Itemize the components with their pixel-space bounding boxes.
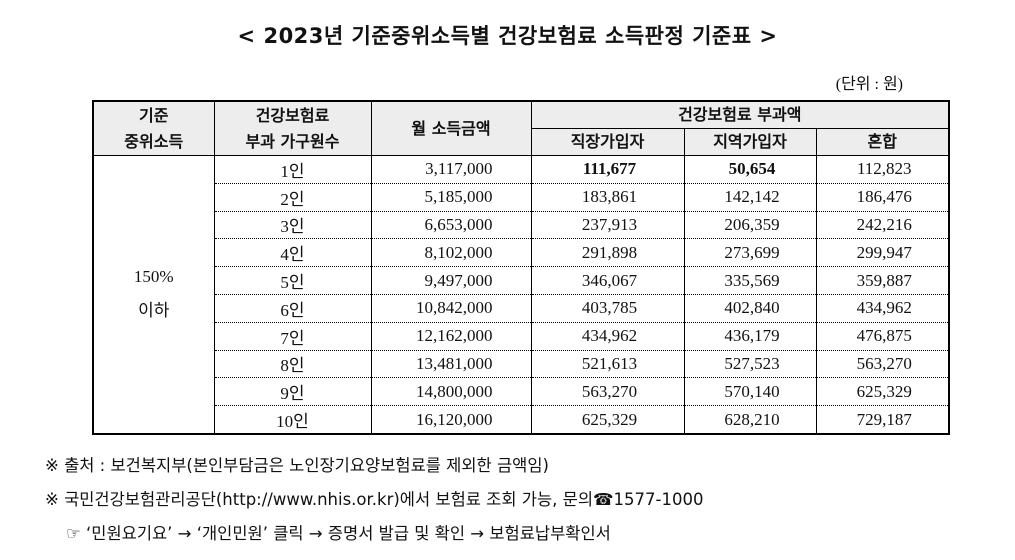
table-head: 기준 중위소득 건강보험료 부과 가구원수 월 소득금액 건강보험료 부과액 직… <box>92 100 950 156</box>
amount-cell: 625,329 <box>815 377 950 407</box>
table-row: 9인 14,800,000 563,270 570,140 625,329 <box>93 377 950 407</box>
header-row: 직장가입자 지역가입자 혼합 <box>93 128 950 156</box>
note: ※ 출처 : 보건복지부(본인부담금은 노인장기요양보험료를 제외한 금액임) <box>45 456 549 475</box>
header-cell: 건강보험료 부과 가구원수 <box>213 100 372 156</box>
amount-cell: 6,653,000 <box>370 211 532 240</box>
amount-cell: 359,887 <box>815 266 950 295</box>
amount-cell: 8,102,000 <box>370 238 532 268</box>
header-cell: 월 소득금액 <box>370 100 532 156</box>
amount-cell: 242,216 <box>815 211 950 240</box>
amount-cell: 434,962 <box>815 294 950 323</box>
amount-cell: 112,823 <box>815 155 950 184</box>
header-cell: 직장가입자 <box>530 128 685 156</box>
header-row: 기준 중위소득 건강보험료 부과 가구원수 월 소득금액 건강보험료 부과액 <box>92 100 950 156</box>
table-row: 3인 6,653,000 237,913 206,359 242,216 <box>93 211 950 240</box>
household-cell: 1인 <box>213 155 372 184</box>
amount-cell: 403,785 <box>530 294 685 323</box>
table-row: 5인 9,497,000 346,067 335,569 359,887 <box>93 266 950 295</box>
amount-cell: 521,613 <box>530 350 685 379</box>
amount-cell: 111,677 <box>530 155 685 184</box>
amount-cell: 206,359 <box>683 211 817 240</box>
amount-cell: 273,699 <box>683 238 817 268</box>
amount-cell: 563,270 <box>530 377 685 407</box>
title: < 2023년 기준중위소득별 건강보험료 소득판정 기준표 > <box>237 24 778 48</box>
household-cell: 9인 <box>213 377 372 407</box>
amount-cell: 346,067 <box>530 266 685 295</box>
amount-cell: 9,497,000 <box>370 266 532 295</box>
amount-cell: 335,569 <box>683 266 817 295</box>
household-cell: 7인 <box>213 322 372 351</box>
household-cell: 5인 <box>213 266 372 295</box>
table-row: 150% 이하 1인 3,117,000 111,677 50,654 112,823 <box>92 155 950 435</box>
amount-cell: 729,187 <box>815 405 950 435</box>
amount-cell: 183,861 <box>530 183 685 212</box>
header-cell: 기준 중위소득 <box>92 100 215 156</box>
amount-cell: 434,962 <box>530 322 685 351</box>
amount-cell: 563,270 <box>815 350 950 379</box>
household-cell: 3인 <box>213 211 372 240</box>
household-cell: 6인 <box>213 294 372 323</box>
amount-cell: 299,947 <box>815 238 950 268</box>
amount-cell: 186,476 <box>815 183 950 212</box>
header-text: 부과 가구원수 <box>245 131 340 151</box>
header-text: 건강보험료 <box>255 105 330 125</box>
header-text: 기준 <box>139 105 169 125</box>
table-row: 4인 8,102,000 291,898 273,699 299,947 <box>93 238 950 268</box>
table-row: 10인 16,120,000 625,329 628,210 729,187 <box>93 405 950 435</box>
amount-cell: 5,185,000 <box>370 183 532 212</box>
amount-cell: 3,117,000 <box>370 155 532 184</box>
header-text: 중위소득 <box>124 131 184 151</box>
amount-cell: 476,875 <box>815 322 950 351</box>
note: ※ 국민건강보험관리공단(http://www.nhis.or.kr)에서 보험… <box>45 490 704 509</box>
table-row: 2인 5,185,000 183,861 142,142 186,476 <box>93 183 950 212</box>
household-cell: 2인 <box>213 183 372 212</box>
amount-cell: 142,142 <box>683 183 817 212</box>
amount-cell: 237,913 <box>530 211 685 240</box>
amount-cell: 527,523 <box>683 350 817 379</box>
amount-cell: 625,329 <box>530 405 685 435</box>
household-cell: 10인 <box>213 405 372 435</box>
amount-cell: 14,800,000 <box>370 377 532 407</box>
amount-cell: 16,120,000 <box>370 405 532 435</box>
table-body: 150% 이하 1인 3,117,000 111,677 50,654 112,823 2인 5… <box>92 155 950 435</box>
amount-cell: 402,840 <box>683 294 817 323</box>
unit-label: (단위 : 원) <box>835 76 903 93</box>
header-cell: 건강보험료 부과액 <box>530 100 950 129</box>
note: ☞ ‘민원요기요’ → ‘개인민원’ 클릭 → 증명서 발급 및 확인 → 보험… <box>66 524 611 543</box>
group-text: 이하 <box>138 301 170 321</box>
header-cell: 혼합 <box>815 128 950 156</box>
table-row: 8인 13,481,000 521,613 527,523 563,270 <box>93 350 950 379</box>
header-cell: 지역가입자 <box>683 128 817 156</box>
amount-cell: 628,210 <box>683 405 817 435</box>
amount-cell: 12,162,000 <box>370 322 532 351</box>
premium-table: 기준 중위소득 건강보험료 부과 가구원수 월 소득금액 건강보험료 부과액 직… <box>92 100 951 435</box>
amount-cell: 50,654 <box>683 155 817 184</box>
household-cell: 4인 <box>213 238 372 268</box>
group-text: 150% <box>133 267 174 287</box>
amount-cell: 291,898 <box>530 238 685 268</box>
household-cell: 8인 <box>213 350 372 379</box>
amount-cell: 570,140 <box>683 377 817 407</box>
amount-cell: 436,179 <box>683 322 817 351</box>
group-cell: 150% 이하 <box>92 155 215 435</box>
amount-cell: 10,842,000 <box>370 294 532 323</box>
amount-cell: 13,481,000 <box>370 350 532 379</box>
table-row: 7인 12,162,000 434,962 436,179 476,875 <box>93 322 950 351</box>
table-row: 6인 10,842,000 403,785 402,840 434,962 <box>93 294 950 323</box>
